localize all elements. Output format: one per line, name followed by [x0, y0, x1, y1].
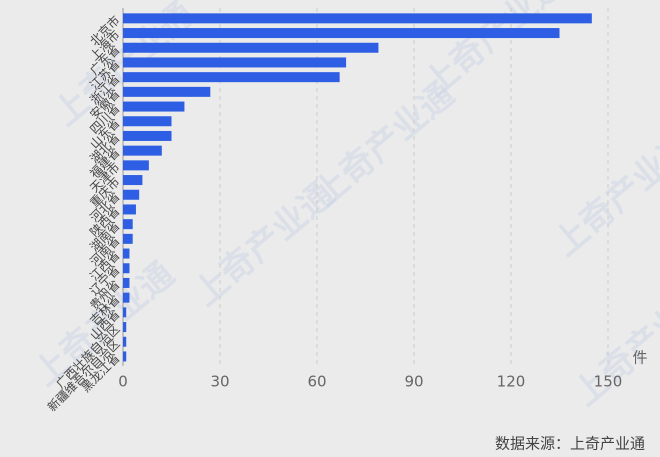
bar: [123, 233, 133, 244]
x-tick-label: 30: [210, 373, 229, 391]
x-tick-label: 90: [404, 373, 423, 391]
bar: [123, 307, 127, 318]
bar: [123, 277, 130, 288]
bar: [123, 351, 127, 362]
bar: [123, 263, 130, 274]
bar: [123, 292, 130, 303]
bar: [123, 42, 379, 53]
watermark: 上奇产业通: [566, 274, 660, 414]
plot: 上奇产业通上奇产业通上奇产业通上奇产业通上奇产业通上奇产业通上奇产业通03060…: [26, 0, 660, 414]
x-tick-label: 150: [594, 373, 623, 391]
x-tick-label: 60: [307, 373, 326, 391]
bar: [123, 204, 136, 215]
bar: [123, 72, 340, 83]
bar: [123, 322, 127, 333]
bar: [123, 145, 162, 156]
bar: [123, 219, 133, 230]
bar: [123, 248, 130, 259]
bar: [123, 13, 592, 24]
watermark: 上奇产业通: [546, 124, 660, 264]
bar: [123, 101, 185, 112]
bar: [123, 160, 149, 171]
unit-label: 件: [632, 349, 647, 367]
x-tick-label: 0: [118, 373, 128, 391]
bar: [123, 86, 211, 97]
bar: [123, 116, 172, 127]
x-tick-label: 120: [497, 373, 526, 391]
bar: [123, 189, 140, 200]
bar: [123, 57, 347, 68]
bar: [123, 28, 560, 39]
bar: [123, 175, 143, 186]
bar: [123, 336, 127, 347]
watermark: 上奇产业通: [306, 74, 462, 214]
bar: [123, 130, 172, 141]
source-note: 数据来源：上奇产业通: [495, 435, 645, 453]
